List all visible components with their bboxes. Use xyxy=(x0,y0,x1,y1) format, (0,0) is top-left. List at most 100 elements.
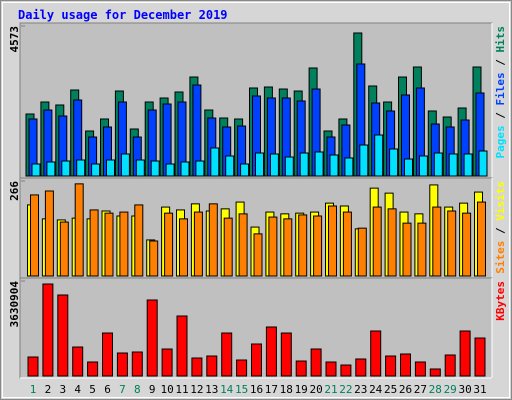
legend: Pages / Files / Hits xyxy=(494,26,507,159)
x-tick-label: 10 xyxy=(160,383,173,396)
bar xyxy=(76,159,86,177)
x-tick-label: 18 xyxy=(280,383,293,396)
bar xyxy=(444,354,456,377)
bar xyxy=(372,206,382,277)
bar xyxy=(191,357,203,377)
x-tick-label: 26 xyxy=(399,383,412,396)
bar xyxy=(208,203,218,277)
legend-entry: Visits xyxy=(494,181,507,221)
bar xyxy=(72,346,84,377)
bar xyxy=(280,332,292,377)
bar xyxy=(400,353,411,377)
bar xyxy=(31,163,41,177)
legend-separator: / xyxy=(494,53,507,73)
x-tick-label: 14 xyxy=(220,383,234,396)
bar xyxy=(284,156,294,177)
bar xyxy=(44,190,54,277)
bar xyxy=(193,211,203,277)
bar xyxy=(298,214,308,277)
bar xyxy=(295,360,307,377)
bar xyxy=(355,358,367,377)
bar xyxy=(462,212,472,277)
bar xyxy=(474,337,486,377)
bar xyxy=(179,218,188,277)
bar xyxy=(417,222,427,277)
bar xyxy=(30,194,39,277)
bar xyxy=(313,215,323,277)
bar xyxy=(404,158,413,177)
bar xyxy=(116,352,128,377)
x-tick-label: 9 xyxy=(149,383,156,396)
bar xyxy=(283,218,293,277)
bar xyxy=(27,356,39,377)
bar xyxy=(447,210,457,277)
x-tick-label: 11 xyxy=(175,383,188,396)
bar xyxy=(253,233,263,277)
legend-separator: / xyxy=(494,106,507,126)
y-tick-label: 3630904 xyxy=(8,281,21,328)
bar xyxy=(255,152,264,177)
bar xyxy=(221,332,233,377)
bar xyxy=(328,205,337,277)
bar xyxy=(402,222,412,277)
bar xyxy=(210,147,220,177)
bar xyxy=(340,364,352,377)
x-tick-label: 17 xyxy=(265,383,278,396)
bar xyxy=(357,227,367,277)
bar xyxy=(74,183,84,277)
bar xyxy=(478,150,488,177)
x-tick-label: 13 xyxy=(205,383,218,396)
bar xyxy=(57,294,69,377)
x-tick-label: 31 xyxy=(473,383,486,396)
bar xyxy=(385,355,397,377)
x-tick-label: 25 xyxy=(384,383,397,396)
x-tick-label: 2 xyxy=(45,383,52,396)
legend-separator: / xyxy=(494,221,507,241)
y-tick-label: 4573 xyxy=(8,26,21,53)
x-tick-label: 29 xyxy=(444,383,457,396)
bar xyxy=(342,211,352,277)
bar xyxy=(150,160,160,177)
bar xyxy=(164,212,174,277)
bar xyxy=(225,155,235,177)
x-tick-label: 20 xyxy=(309,383,322,396)
bar xyxy=(314,151,324,177)
legend-entry: Pages xyxy=(494,125,507,158)
bar xyxy=(374,134,384,177)
bar xyxy=(269,153,279,177)
y-tick-label: 266 xyxy=(8,181,21,201)
bar xyxy=(299,152,309,177)
x-tick-label: 15 xyxy=(235,383,248,396)
bar xyxy=(146,299,158,377)
bar xyxy=(149,240,159,277)
bar xyxy=(268,216,278,277)
x-tick-label: 30 xyxy=(458,383,471,396)
x-tick-label: 23 xyxy=(354,383,367,396)
bar xyxy=(135,159,145,177)
bar xyxy=(432,206,442,277)
bar xyxy=(448,153,458,177)
x-tick-label: 4 xyxy=(74,383,81,396)
bar xyxy=(329,154,339,177)
legend: KBytes xyxy=(494,281,507,321)
bar xyxy=(165,163,175,177)
legend-entry: Sites xyxy=(494,241,507,274)
bar xyxy=(310,348,322,377)
bar xyxy=(238,213,248,277)
bar xyxy=(418,155,428,177)
x-tick-label: 22 xyxy=(339,383,352,396)
legend: Sites / Visits xyxy=(494,181,507,274)
bar xyxy=(433,152,443,177)
x-tick-label: 6 xyxy=(104,383,111,396)
bar xyxy=(240,163,250,177)
bar xyxy=(195,160,205,177)
x-tick-label: 7 xyxy=(119,383,126,396)
legend-entry: KBytes xyxy=(494,281,507,321)
bar xyxy=(161,348,173,377)
bar xyxy=(59,221,69,277)
x-tick-label: 24 xyxy=(369,383,383,396)
bar xyxy=(206,355,218,377)
bar xyxy=(120,153,130,177)
